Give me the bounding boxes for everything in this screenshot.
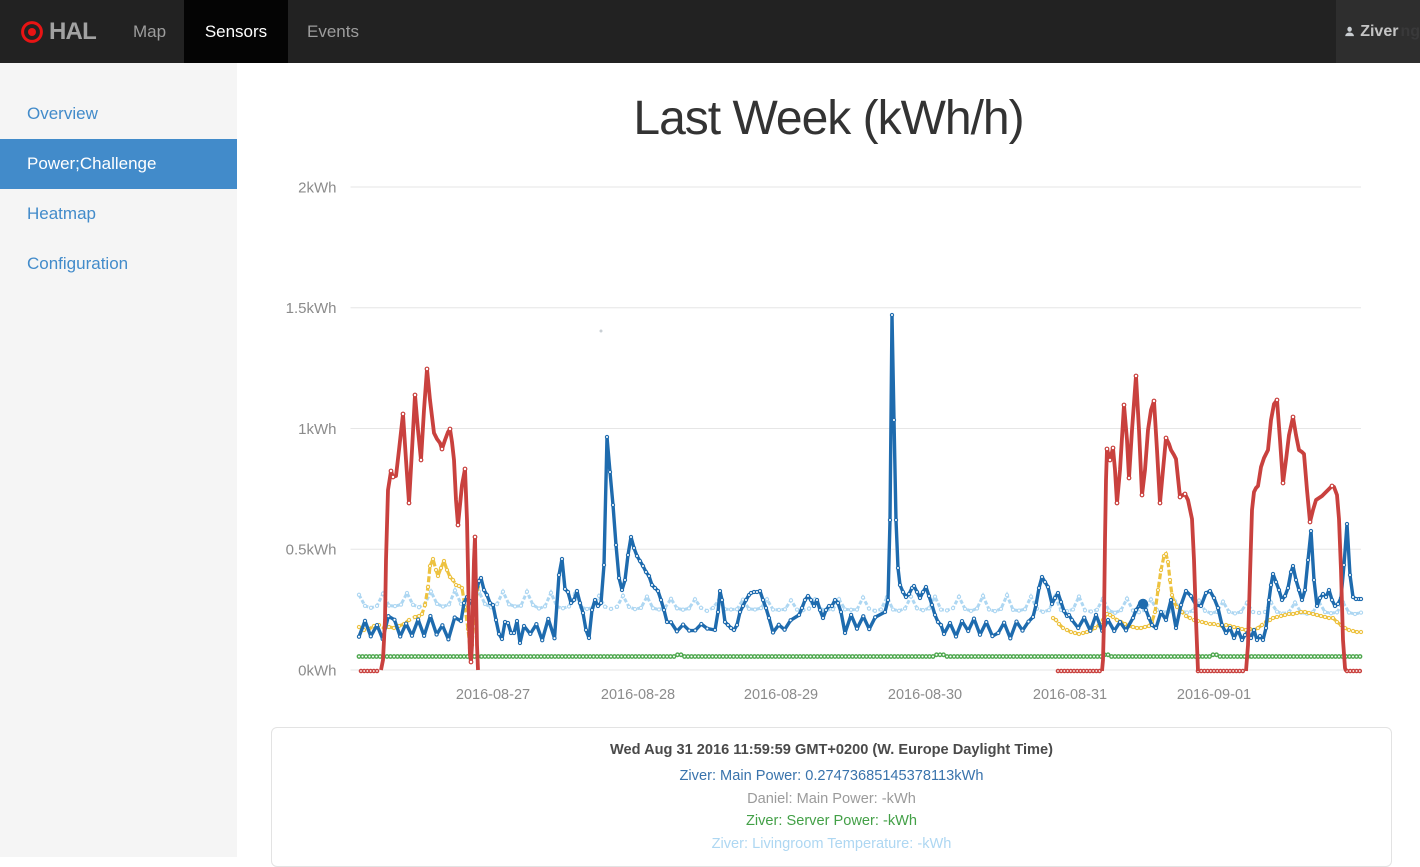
svg-text:1kWh: 1kWh xyxy=(298,421,336,438)
svg-text:0.5kWh: 0.5kWh xyxy=(286,542,337,559)
svg-text:2016-08-31: 2016-08-31 xyxy=(1033,687,1107,703)
svg-text:2016-09-01: 2016-09-01 xyxy=(1177,687,1251,703)
svg-text:0kWh: 0kWh xyxy=(298,662,336,679)
svg-text:2016-08-28: 2016-08-28 xyxy=(601,687,675,703)
svg-text:2016-08-29: 2016-08-29 xyxy=(744,687,818,703)
svg-text:1.5kWh: 1.5kWh xyxy=(286,300,337,317)
svg-text:2016-08-30: 2016-08-30 xyxy=(888,687,962,703)
svg-text:2kWh: 2kWh xyxy=(298,179,336,196)
svg-text:2016-08-27: 2016-08-27 xyxy=(456,687,530,703)
